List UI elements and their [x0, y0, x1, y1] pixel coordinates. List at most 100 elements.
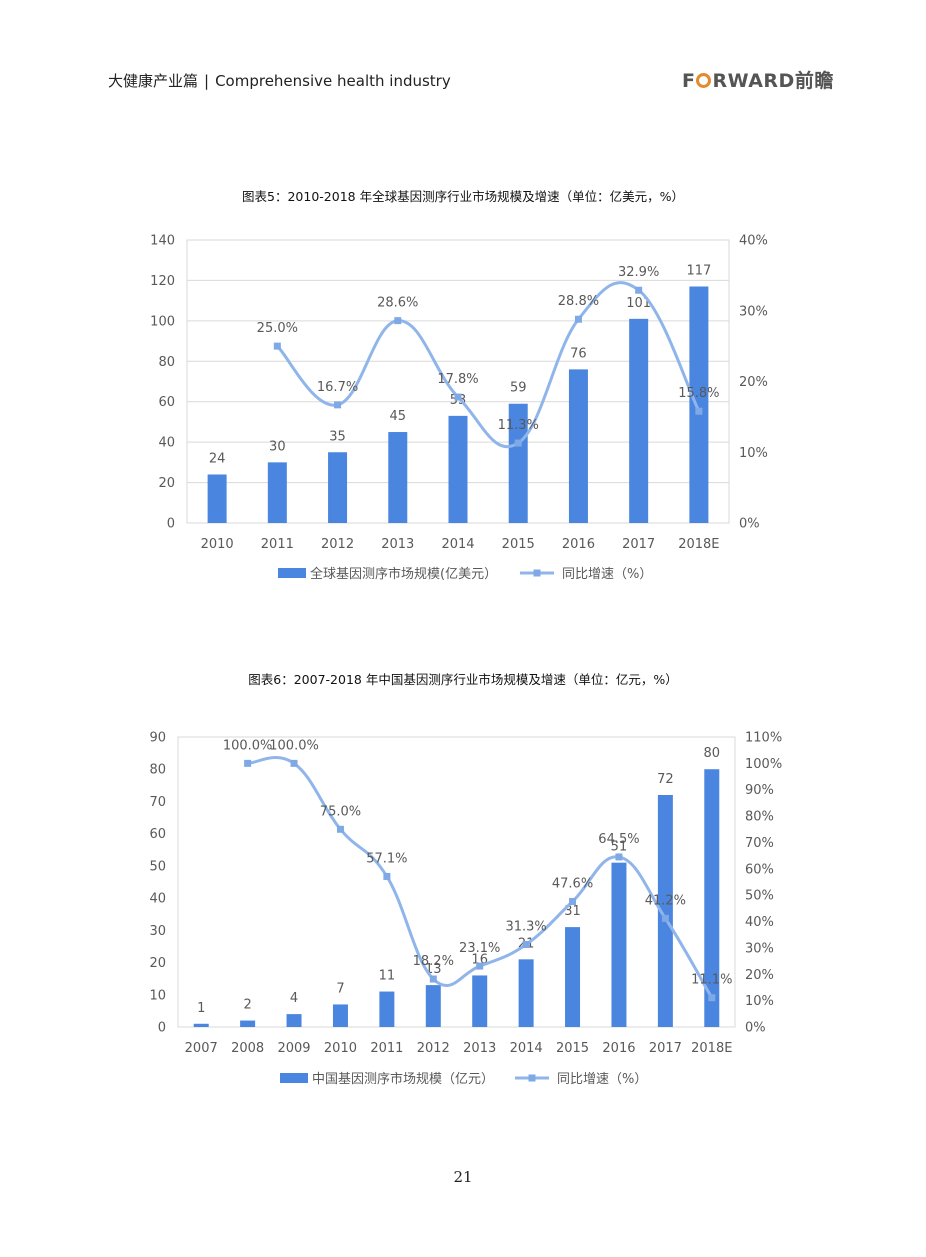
chart2-y-tick-label: 40 [149, 892, 166, 907]
chart1-growth-point [635, 286, 643, 294]
chart2-growth-label: 75.0% [320, 804, 361, 819]
chart2-y2-tick-label: 10% [745, 994, 774, 1009]
chart1-x-tick-label: 2018E [678, 537, 719, 552]
chart1-growth-label: 25.0% [257, 321, 298, 336]
chart1-growth-point [514, 439, 522, 447]
chart2-x-tick-label: 2012 [417, 1041, 450, 1056]
chart2-bar [704, 769, 720, 1027]
chart2-growth-point [336, 825, 344, 833]
chart1-bar [689, 286, 709, 523]
chart2-y2-tick-label: 40% [745, 915, 774, 930]
chart1-x-tick-label: 2015 [502, 537, 535, 552]
chart2-bar-label: 31 [564, 904, 581, 919]
chart2-bar [379, 991, 395, 1027]
chart1-bar-label: 117 [686, 263, 711, 278]
chart2-bar [565, 927, 581, 1027]
chart1-bar [267, 462, 287, 523]
chart2-bar [332, 1004, 348, 1027]
chart2-bar [518, 959, 534, 1027]
chart2-bar-label: 80 [704, 746, 721, 761]
chart2-y-tick-label: 60 [149, 827, 166, 842]
chart1-growth-point [695, 407, 703, 415]
chart2-x-tick-label: 2010 [324, 1041, 357, 1056]
chart1-x-tick-label: 2012 [321, 537, 354, 552]
chart2-y2-tick-label: 90% [745, 783, 774, 798]
chart1-caption: 图表5：2010-2018 年全球基因测序行业市场规模及增速（单位：亿美元，%） [242, 189, 684, 204]
chart1-y2-tick-label: 20% [739, 375, 768, 390]
chart2-y-tick-label: 50 [149, 859, 166, 874]
chart1-legend-line-label: 同比增速（%） [562, 567, 652, 582]
chart2-y2-tick-label: 110% [745, 731, 782, 746]
chart1-y2-tick-label: 30% [739, 304, 768, 319]
chart2-growth-label: 23.1% [459, 941, 500, 956]
chart2-bar [286, 1014, 302, 1027]
chart2-y2-tick-label: 20% [745, 968, 774, 983]
chart1-growth-point [273, 342, 281, 350]
chart1-x-tick-label: 2010 [201, 537, 234, 552]
chart2-y-tick-label: 20 [149, 956, 166, 971]
chart1-growth-point [574, 315, 582, 323]
page-number: 21 [453, 1168, 473, 1186]
chart2-y-tick-label: 0 [158, 1021, 166, 1036]
chart2-y2-tick-label: 0% [745, 1021, 766, 1036]
chart2-growth-label: 31.3% [505, 919, 546, 934]
chart1-y-tick-label: 140 [150, 234, 175, 249]
chart1-x-tick-label: 2017 [622, 537, 655, 552]
chart1-growth-label: 16.7% [317, 380, 358, 395]
chart1-growth-label: 28.8% [558, 294, 599, 309]
chart2-bar [657, 795, 673, 1027]
chart2-growth-point [476, 962, 484, 970]
chart2-bar-label: 51 [611, 840, 628, 855]
chart1-bar-label: 59 [510, 381, 527, 396]
chart1-bar [568, 369, 588, 523]
chart2-growth-point [708, 994, 716, 1002]
chart2-x-tick-label: 2016 [602, 1041, 635, 1056]
chart1-growth-label: 17.8% [437, 372, 478, 387]
chart1-bar-label: 76 [570, 346, 587, 361]
chart1-legend-bar-swatch [278, 568, 306, 578]
chart1-growth-label: 28.6% [377, 296, 418, 311]
chart1-legend-bar-label: 全球基因测序市场规模(亿美元） [310, 566, 497, 582]
chart1-growth-label: 15.8% [678, 386, 719, 401]
chart2-bar-label: 72 [657, 772, 674, 787]
chart1-growth-label: 11.3% [498, 418, 539, 433]
chart2-china-sequencing-market: 0 10 20 30 40 50 60 70 80 90 0% 10% 20% 30% 40% 50% 60% 7… [149, 731, 782, 1088]
chart2-bar-label: 2 [243, 998, 251, 1013]
chart2-plot-frame [177, 736, 736, 1028]
chart2-bar [472, 975, 488, 1027]
chart1-bar-label: 35 [329, 429, 346, 444]
chart2-x-tick-label: 2015 [556, 1041, 589, 1056]
chart2-bar [240, 1020, 256, 1027]
chart2-growth-label: 100.0% [269, 738, 319, 753]
chart2-bar [425, 985, 441, 1027]
chart2-x-tick-label: 2017 [649, 1041, 682, 1056]
header-title: 大健康产业篇 | Comprehensive health industry [108, 70, 451, 91]
chart2-y-tick-label: 70 [149, 795, 166, 810]
chart1-bar [508, 403, 528, 523]
chart2-x-tick-label: 2011 [370, 1041, 403, 1056]
chart1-x-tick-label: 2013 [381, 537, 414, 552]
chart2-caption: 图表6：2007-2018 年中国基因测序行业市场规模及增速（单位：亿元，%） [248, 672, 678, 687]
chart1-bar-label: 24 [209, 451, 226, 466]
chart1-bar [629, 318, 649, 523]
chart2-y-tick-label: 30 [149, 924, 166, 939]
chart2-x-tick-label: 2018E [691, 1041, 732, 1056]
chart1-y2-tick-label: 0% [739, 517, 760, 532]
chart1-y-tick-label: 20 [158, 476, 175, 491]
chart1-global-sequencing-market: 0 20 40 60 80 100 120 140 0% 10% 20% 30% 40% 24 30 35 45… [150, 234, 768, 583]
chart1-y-tick-label: 100 [150, 314, 175, 329]
chart1-y-tick-label: 40 [158, 436, 175, 451]
chart2-legend-line-label: 同比增速（%） [557, 1072, 647, 1087]
chart1-growth-label: 32.9% [618, 265, 659, 280]
chart1-legend-line-marker [533, 569, 541, 577]
chart2-growth-label: 41.2% [645, 893, 686, 908]
chart2-growth-point [290, 759, 298, 767]
chart2-growth-label: 64.5% [598, 832, 639, 847]
chart2-bar-label: 4 [290, 991, 298, 1006]
chart1-x-tick-label: 2014 [441, 537, 474, 552]
chart1-growth-point [334, 401, 342, 409]
chart2-growth-point [383, 872, 391, 880]
chart1-growth-point [454, 393, 462, 401]
chart2-y2-tick-label: 80% [745, 810, 774, 825]
chart2-growth-point [429, 975, 437, 983]
